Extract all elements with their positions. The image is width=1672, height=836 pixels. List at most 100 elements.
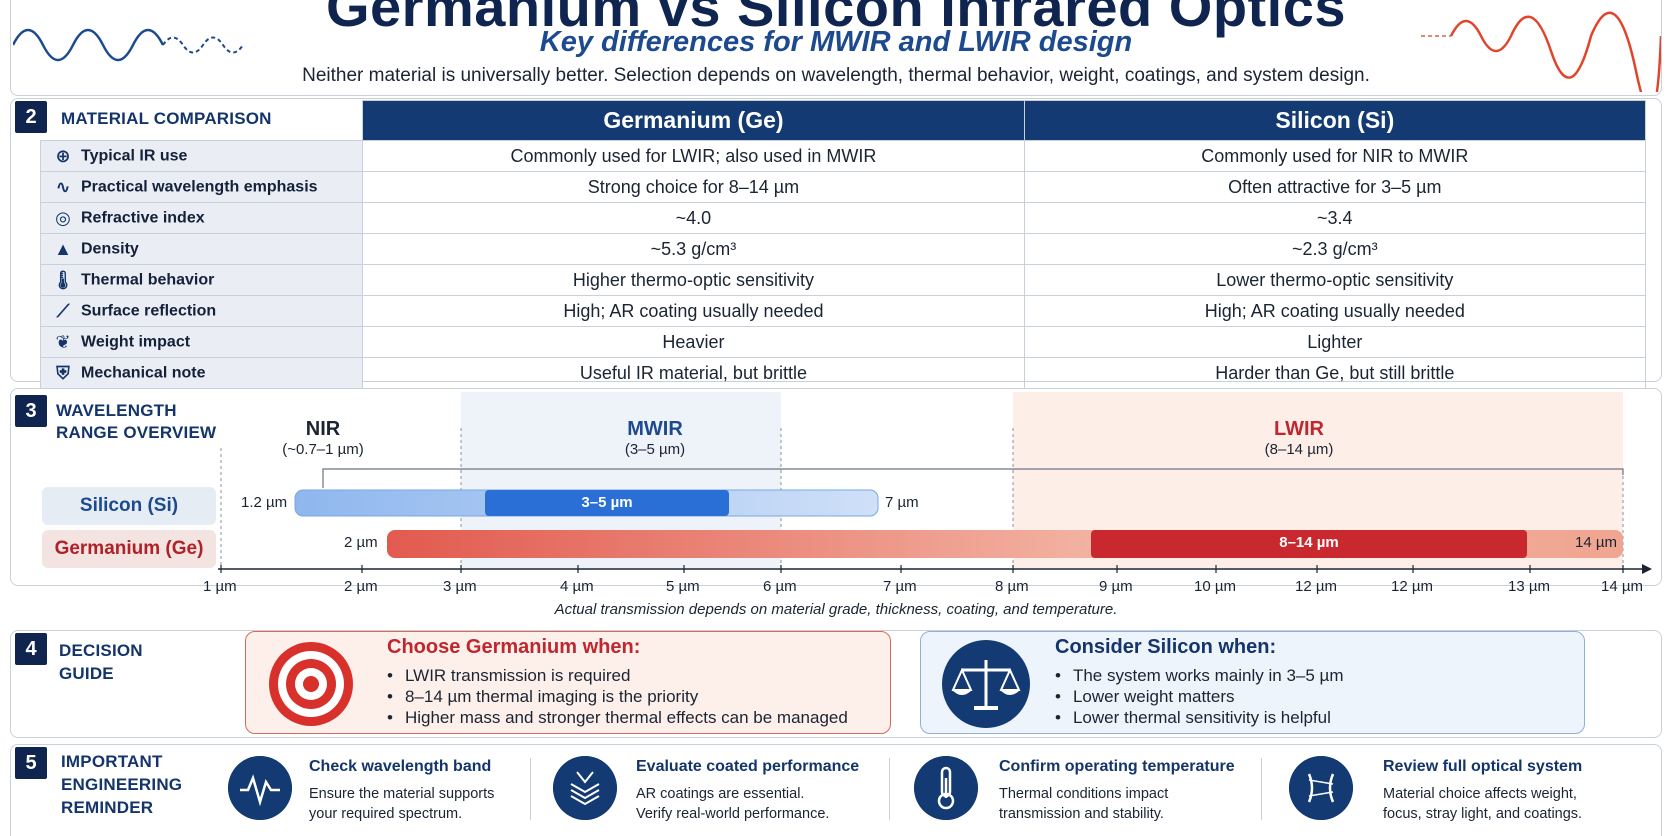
waveform-icon	[228, 756, 292, 820]
sine-wave-left-decoration	[13, 28, 243, 62]
band-range: (8–14 µm)	[1264, 441, 1334, 458]
reminder-text: Ensure the material supports your requir…	[309, 784, 494, 824]
tick-label: 6 µm	[763, 578, 797, 595]
silicon-end-label: 7 µm	[885, 494, 919, 511]
germanium-start-label: 2 µm	[344, 534, 378, 551]
list-item: LWIR transmission is required	[387, 665, 848, 686]
tick-label: 13 µm	[1508, 578, 1550, 595]
germanium-label: Germanium (Ge)	[42, 530, 216, 568]
germanium-highlight-label: 8–14 µm	[1279, 534, 1339, 551]
germanium-cell: Strong choice for 8–14 µm	[362, 171, 1025, 203]
reminder-title: Evaluate coated performance	[636, 758, 860, 775]
silicon-cell: Commonly used for NIR to MWIR	[1023, 140, 1647, 172]
reminder-line: AR coatings are essential.	[636, 786, 805, 802]
band-name: LWIR	[1274, 418, 1324, 440]
tick-label: 5 µm	[666, 578, 700, 595]
band-label-nir: NIR (~0.7–1 µm)	[263, 418, 383, 458]
target-icon: ⊕	[55, 145, 71, 166]
section-title-line1: IMPORTANT	[61, 752, 163, 771]
reminder-line: Thermal conditions impact	[999, 786, 1169, 802]
band-label-mwir: MWIR (3–5 µm)	[575, 418, 735, 458]
reminder-line: Verify real-world performance.	[636, 806, 830, 822]
section-title-line2: GUIDE	[59, 664, 114, 683]
row-label: Weight impact	[81, 333, 191, 350]
silicon-cell: ~2.3 g/cm³	[1023, 233, 1647, 265]
band-label-lwir: LWIR (8–14 µm)	[1219, 418, 1379, 458]
tick-label: 12 µm	[1295, 578, 1337, 595]
divider	[889, 758, 890, 820]
silicon-start-label: 1.2 µm	[241, 494, 288, 511]
feather-icon: ❦	[55, 331, 71, 352]
column-header-germanium: Germanium (Ge)	[362, 100, 1025, 141]
silicon-highlight-label: 3–5 µm	[581, 494, 633, 511]
tick-label: 9 µm	[1099, 578, 1133, 595]
list-item: The system works mainly in 3–5 µm	[1055, 665, 1344, 686]
germanium-cell: Heavier	[362, 326, 1025, 358]
tick-label: 12 µm	[1391, 578, 1433, 595]
card-list: LWIR transmission is required 8–14 µm th…	[387, 665, 848, 728]
card-list: The system works mainly in 3–5 µm Lower …	[1055, 665, 1344, 728]
list-item: 8–14 µm thermal imaging is the priority	[387, 686, 848, 707]
tick-label: 1 µm	[203, 578, 237, 595]
header-panel: Germanium vs Silicon Infrared Optics Key…	[10, 0, 1662, 96]
germanium-end-label: 14 µm	[1575, 534, 1617, 551]
reminder-title: Confirm operating temperature	[999, 758, 1235, 775]
row-label: Thermal behavior	[81, 271, 215, 288]
page-subtitle: Key differences for MWIR and LWIR design	[539, 26, 1133, 58]
row-label: Surface reflection	[81, 302, 217, 319]
reminder-line: focus, stray light, and coatings.	[1383, 806, 1583, 822]
target-icon	[269, 642, 353, 726]
tick-label: 3 µm	[443, 578, 477, 595]
row-label: Practical wavelength emphasis	[81, 178, 318, 195]
thermometer-icon	[914, 756, 978, 820]
sine-wave-right-decoration	[1421, 11, 1661, 92]
wavelength-note: Actual transmission depends on material …	[554, 601, 1118, 618]
silicon-cell: Lighter	[1023, 326, 1647, 358]
lens-icon: ◎	[55, 207, 71, 228]
section-title-line3: REMINDER	[61, 798, 154, 817]
section-title-line1: WAVELENGTH	[56, 401, 177, 420]
silicon-cell: Lower thermo-optic sensitivity	[1023, 264, 1647, 296]
tick-label: 8 µm	[995, 578, 1029, 595]
germanium-cell: High; AR coating usually needed	[362, 295, 1025, 327]
table-row: ❦ Weight impact Heavier Lighter	[39, 326, 1647, 358]
section-title-line1: DECISION	[59, 641, 143, 660]
table-row: ◎ Refractive index ~4.0 ~3.4	[39, 202, 1647, 234]
silicon-cell: ~3.4	[1023, 202, 1647, 234]
section-title-line2: RANGE OVERVIEW	[56, 423, 217, 442]
lens-system-icon	[1289, 756, 1353, 820]
page-lead-text: Neither material is universally better. …	[302, 65, 1370, 86]
weight-icon: ▲	[54, 238, 72, 259]
section-number: 4	[15, 633, 47, 665]
reminder-line: your required spectrum.	[309, 806, 463, 822]
reminder-line: Ensure the material supports	[309, 786, 495, 802]
reflection-icon: ⟋	[56, 300, 70, 321]
tick-label: 10 µm	[1194, 578, 1236, 595]
section-title: MATERIAL COMPARISON	[61, 109, 272, 128]
band-range: (3–5 µm)	[624, 441, 686, 458]
section-number: 2	[15, 101, 47, 133]
card-heading: Consider Silicon when:	[1055, 636, 1277, 658]
table-row: ⊕ Typical IR use Commonly used for LWIR; …	[39, 140, 1647, 172]
shield-icon: ⛨	[56, 362, 70, 383]
column-header-silicon: Silicon (Si)	[1023, 100, 1647, 141]
silicon-label: Silicon (Si)	[42, 487, 216, 525]
card-heading: Choose Germanium when:	[387, 636, 641, 658]
reminder-title: Review full optical system	[1383, 758, 1583, 775]
thermometer-icon: 🌡︎	[51, 269, 75, 290]
silicon-cell: Harder than Ge, but still brittle	[1023, 357, 1647, 389]
row-label: Refractive index	[81, 209, 205, 226]
list-item: Lower thermal sensitivity is helpful	[1055, 707, 1344, 728]
tick-label: 4 µm	[560, 578, 594, 595]
comparison-table: Germanium (Ge) Silicon (Si) ⊕ Typical IR …	[39, 100, 1647, 389]
section-title-line2: ENGINEERING	[61, 775, 183, 794]
band-name: NIR	[305, 418, 341, 440]
section-number: 5	[15, 747, 47, 779]
reminder-text: AR coatings are essential. Verify real-w…	[636, 784, 829, 824]
wave-icon: ∿	[55, 176, 71, 197]
silicon-decision-card: Consider Silicon when: The system works …	[920, 631, 1585, 734]
reminder-line: transmission and stability.	[999, 806, 1164, 822]
divider	[530, 758, 531, 820]
row-label: Density	[81, 240, 139, 257]
table-corner	[41, 101, 363, 141]
